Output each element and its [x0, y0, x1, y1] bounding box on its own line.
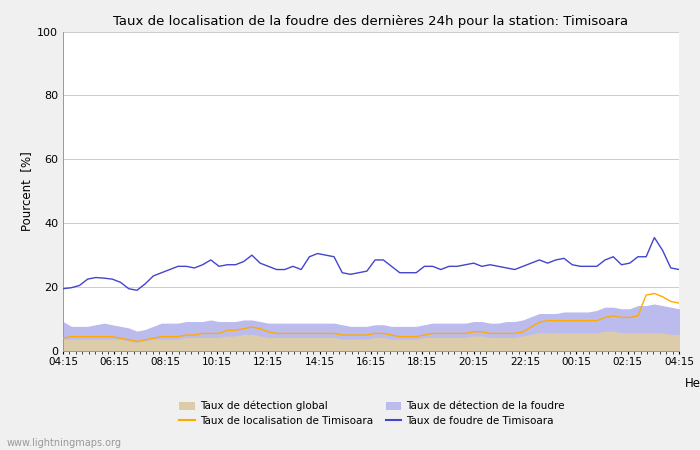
Y-axis label: Pourcent  [%]: Pourcent [%] — [20, 151, 33, 231]
Text: www.lightningmaps.org: www.lightningmaps.org — [7, 438, 122, 448]
Text: Heure: Heure — [685, 377, 700, 390]
Title: Taux de localisation de la foudre des dernières 24h pour la station: Timisoara: Taux de localisation de la foudre des de… — [113, 14, 629, 27]
Legend: Taux de détection global, Taux de localisation de Timisoara, Taux de détection d: Taux de détection global, Taux de locali… — [179, 401, 565, 426]
